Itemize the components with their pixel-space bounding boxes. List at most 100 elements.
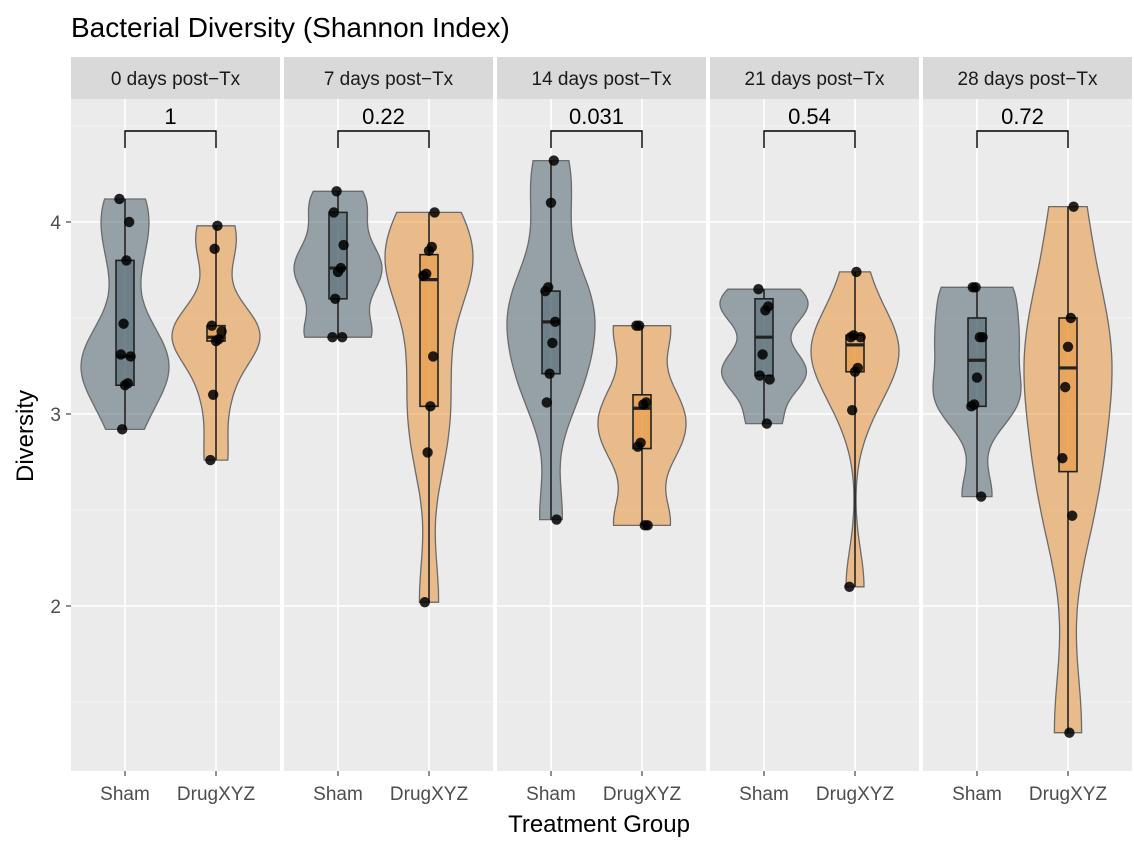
data-point: [1065, 312, 1077, 324]
y-tick-label: 3: [50, 405, 61, 426]
group-sham: [80, 193, 170, 435]
x-tick-label: Sham: [739, 784, 789, 805]
data-point: [847, 404, 858, 416]
facet-strip: [710, 57, 919, 99]
data-point: [1064, 727, 1075, 738]
data-point: [764, 374, 775, 385]
x-tick-label: Sham: [952, 784, 1002, 805]
data-point: [429, 207, 440, 218]
panel-background: [710, 99, 919, 771]
y-axis: 2 3 4: [50, 213, 71, 618]
data-point: [639, 520, 650, 531]
data-point: [974, 332, 985, 343]
x-tick-label: DrugXYZ: [1029, 784, 1108, 805]
p-value-label: 0.22: [362, 104, 405, 129]
data-point: [209, 243, 220, 255]
x-tick-label: DrugXYZ: [177, 784, 256, 805]
significance-bracket: [337, 130, 430, 148]
data-point: [419, 596, 430, 608]
data-point: [845, 332, 856, 343]
data-point: [338, 239, 349, 251]
data-point: [332, 266, 344, 278]
data-point: [330, 293, 341, 304]
data-point: [971, 372, 983, 383]
significance-bracket: [976, 130, 1069, 148]
facet-label: 0 days post−Tx: [111, 69, 241, 90]
group-drugxyz: [1023, 201, 1113, 738]
group-drugxyz: [810, 266, 900, 592]
x-tick-label: DrugXYZ: [603, 784, 682, 805]
box: [1058, 317, 1078, 473]
data-point: [114, 193, 125, 205]
data-point: [1060, 381, 1071, 393]
data-point: [967, 282, 978, 293]
data-point: [1067, 510, 1078, 521]
data-point: [206, 320, 217, 331]
significance-bracket: [124, 130, 217, 148]
facet-strip: [284, 57, 493, 99]
data-point: [428, 351, 439, 362]
facet-panel: 28 days post−Tx Sham DrugXYZ 0.72: [923, 57, 1132, 805]
data-point: [753, 284, 764, 295]
data-point: [760, 305, 771, 316]
x-tick-label: Sham: [100, 784, 150, 805]
panel-background: [71, 99, 280, 771]
data-point: [544, 368, 555, 379]
data-point: [337, 332, 348, 343]
data-point: [754, 370, 765, 381]
facet-panel: 14 days post−Tx Sham DrugXYZ 0.031: [497, 57, 706, 805]
facet-strip: [923, 57, 1132, 99]
data-point: [1062, 341, 1074, 352]
data-point: [121, 255, 132, 266]
significance-bracket: [550, 130, 643, 148]
group-sham: [293, 186, 383, 343]
data-point: [638, 399, 649, 410]
group-drugxyz: [171, 220, 261, 466]
p-value-label: 0.031: [569, 104, 624, 129]
data-point: [966, 401, 977, 412]
data-point: [328, 207, 339, 218]
x-axis-title: Treatment Group: [508, 811, 690, 838]
group-sham: [932, 282, 1022, 502]
data-point: [550, 316, 561, 328]
p-value-label: 0.54: [788, 104, 831, 129]
data-point: [976, 491, 987, 502]
facet-panel: 7 days post−Tx Sham DrugXYZ 0.22: [284, 57, 493, 805]
x-tick-label: DrugXYZ: [816, 784, 895, 805]
data-point: [205, 454, 216, 466]
x-tick-label: DrugXYZ: [390, 784, 469, 805]
p-value-label: 1: [164, 104, 176, 129]
data-point: [210, 335, 222, 347]
data-point: [761, 418, 772, 429]
data-point: [418, 270, 429, 281]
group-drugxyz: [384, 207, 474, 608]
facet-label: 28 days post−Tx: [958, 69, 1098, 90]
data-point: [124, 216, 135, 228]
facet-panel: 0 days post−Tx Sham DrugXYZ 1: [71, 57, 280, 805]
facet-label: 7 days post−Tx: [324, 69, 454, 90]
data-point: [548, 155, 559, 166]
data-point: [208, 389, 219, 400]
data-point: [212, 220, 223, 232]
data-point: [547, 337, 558, 349]
x-tick-label: Sham: [526, 784, 576, 805]
data-point: [1068, 201, 1079, 212]
data-point: [541, 397, 552, 408]
data-point: [327, 332, 338, 343]
facet-label: 14 days post−Tx: [532, 69, 672, 90]
data-point: [851, 266, 862, 278]
box: [541, 290, 561, 375]
data-point: [119, 380, 131, 391]
box: [967, 317, 987, 408]
data-point: [118, 318, 129, 329]
data-point: [540, 285, 551, 297]
data-point: [422, 447, 433, 458]
facet-strip: [497, 57, 706, 99]
x-tick-label: Sham: [313, 784, 363, 805]
data-point: [1057, 452, 1068, 464]
data-point: [545, 197, 557, 208]
data-point: [117, 424, 128, 435]
y-axis-title: Diversity: [12, 390, 39, 482]
facet-strip: [71, 57, 280, 99]
